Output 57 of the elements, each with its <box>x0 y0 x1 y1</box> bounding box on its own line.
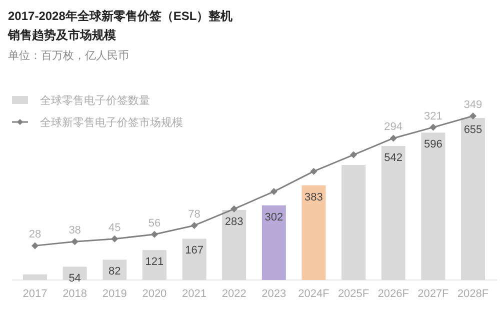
x-tick-label: 2019 <box>102 288 127 300</box>
point <box>230 205 238 212</box>
x-tick-label: 2025F <box>338 288 370 300</box>
data-label: 655 <box>464 124 482 136</box>
data-label: 321 <box>424 110 442 122</box>
legend-label: 全球新零售电子价签市场规模 <box>40 116 183 129</box>
x-tick-label: 2020 <box>142 288 167 300</box>
point <box>390 134 397 142</box>
data-label: 38 <box>68 224 81 237</box>
data-label: 56 <box>148 217 161 230</box>
subtitle: 单位：百万枚，亿人民币 <box>8 50 129 62</box>
data-label: 596 <box>424 138 442 151</box>
bar <box>342 164 366 280</box>
bar <box>421 132 446 280</box>
point <box>150 230 158 238</box>
bar <box>461 118 485 280</box>
data-label: 82 <box>108 266 121 278</box>
x-tick-label: 2026F <box>378 288 410 300</box>
x-tick-label: 2022 <box>222 288 246 300</box>
bar <box>102 260 127 280</box>
data-label: 542 <box>384 152 403 164</box>
point <box>71 238 78 246</box>
bar <box>142 250 166 280</box>
bar <box>182 238 206 280</box>
data-label: 54 <box>68 272 81 285</box>
bar <box>302 185 326 280</box>
data-label: 45 <box>108 222 121 234</box>
data-label: 383 <box>304 191 323 204</box>
point <box>470 112 476 120</box>
data-label: 121 <box>145 256 164 268</box>
x-tick-label: 2028F <box>457 288 489 300</box>
bar <box>381 146 406 280</box>
point <box>190 222 198 229</box>
title: 2017-2028年全球新零售价签（ESL）整机销售趋势及市场规模 <box>8 9 233 42</box>
x-tick-label: 2018 <box>62 288 88 300</box>
point <box>350 151 358 158</box>
bar <box>222 210 246 280</box>
data-label: 28 <box>28 228 42 241</box>
legend-label: 全球零售电子价签数量 <box>40 94 150 107</box>
data-label: 302 <box>264 211 284 224</box>
data-label: 283 <box>224 216 244 228</box>
data-label: 349 <box>464 99 482 111</box>
data-label: 167 <box>185 244 204 257</box>
data-label: 294 <box>384 121 403 134</box>
bar <box>262 205 286 280</box>
point <box>111 235 118 242</box>
x-tick-label: 2024F <box>298 288 330 300</box>
x-tick-label: 2027F <box>418 288 450 300</box>
x-tick-label: 2023 <box>262 288 286 300</box>
point <box>270 188 278 196</box>
point <box>430 124 437 131</box>
data-label: 78 <box>188 208 200 220</box>
point <box>310 168 318 175</box>
bar <box>23 274 47 280</box>
x-tick-label: 2017 <box>22 288 48 300</box>
point <box>32 242 38 250</box>
x-tick-label: 2021 <box>182 288 207 300</box>
